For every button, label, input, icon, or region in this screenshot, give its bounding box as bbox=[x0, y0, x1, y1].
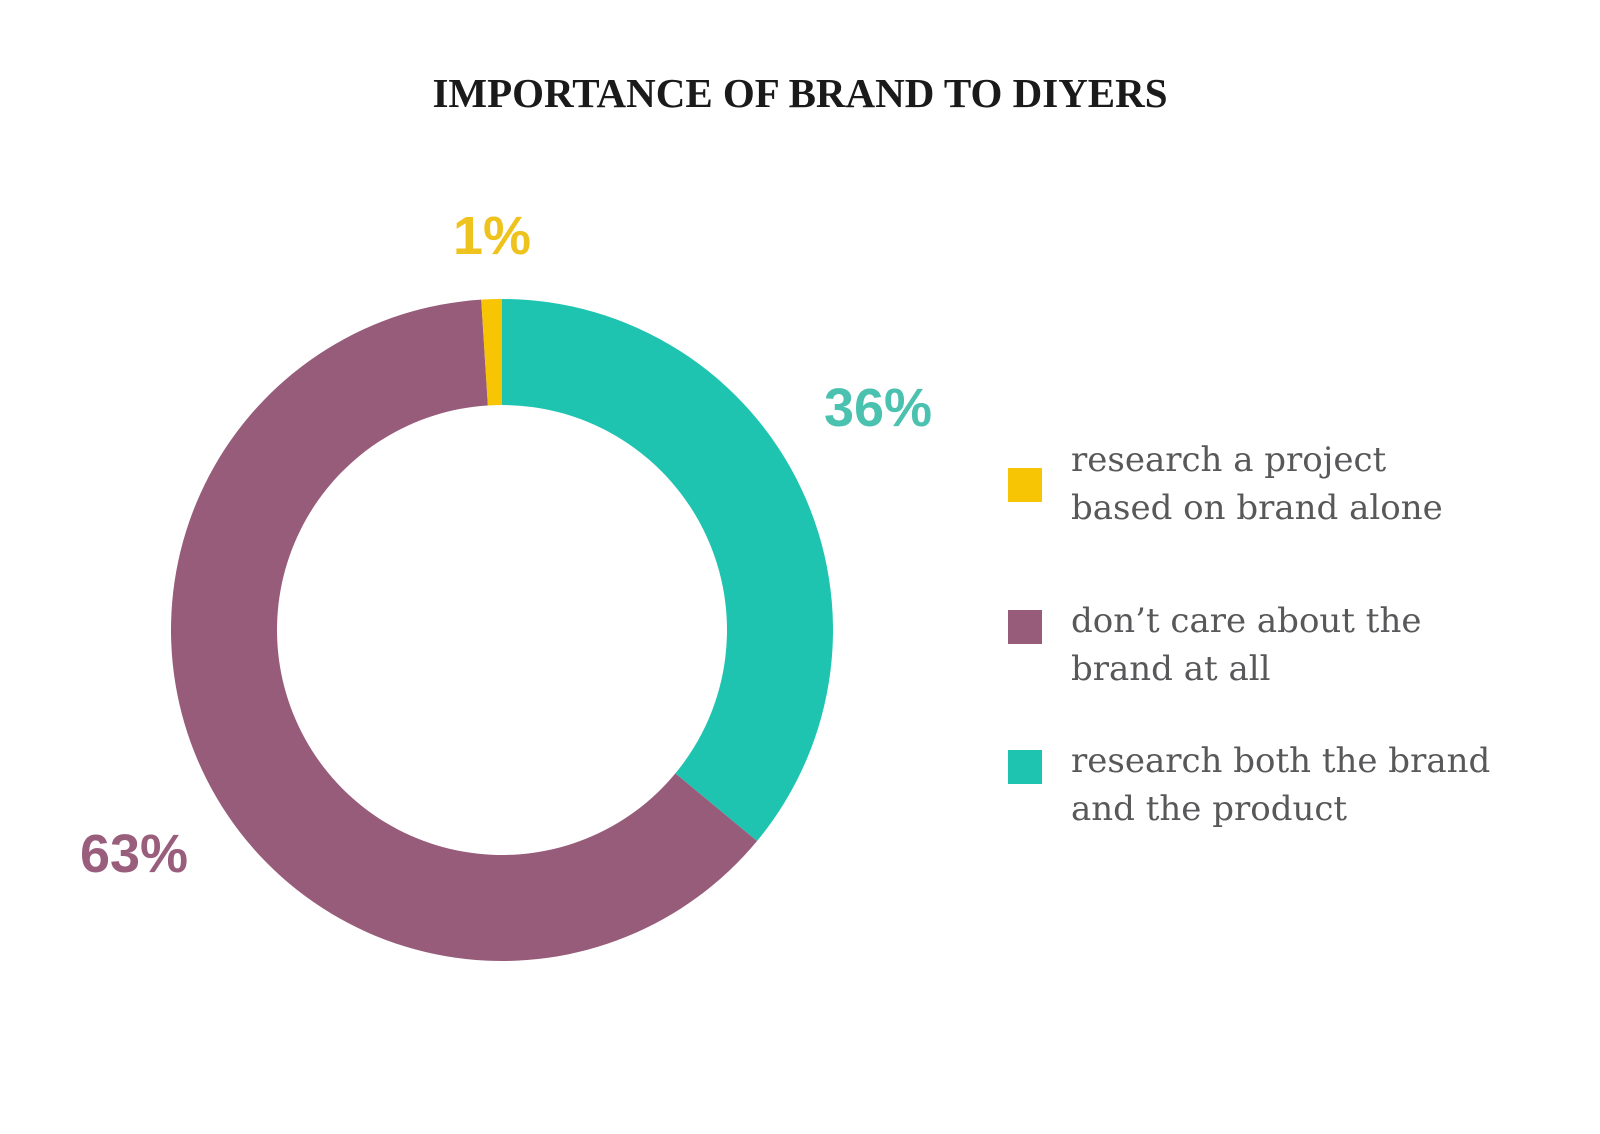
legend-label-dont-care: don’t care about the brand at all bbox=[1071, 597, 1421, 693]
legend-swatch-teal bbox=[1008, 750, 1042, 784]
legend-swatch-purple bbox=[1008, 610, 1042, 644]
legend-label-line: don’t care about the bbox=[1071, 601, 1422, 641]
legend-label-line: and the product bbox=[1071, 789, 1348, 829]
donut-chart-svg: research both the brand and the product … bbox=[171, 299, 833, 961]
legend-label-research-both: research both the brand and the product bbox=[1071, 737, 1490, 833]
donut-segment-1: don’t care about the brand at all — 63% bbox=[171, 299, 758, 961]
legend-label-line: research both the brand bbox=[1071, 741, 1491, 781]
segment-value-label-research-both: 36% bbox=[823, 378, 933, 438]
donut-segment-2: research both the brand and the product … bbox=[502, 299, 833, 841]
legend-item-dont-care: don’t care about the brand at all bbox=[1008, 597, 1421, 693]
donut-segment-0: research a project based on brand alone … bbox=[481, 299, 502, 406]
legend-label-brand-alone: research a project based on brand alone bbox=[1071, 436, 1443, 532]
legend-label-line: based on brand alone bbox=[1071, 488, 1443, 528]
segment-value-label-dont-care: 63% bbox=[79, 824, 189, 884]
legend-label-line: research a project bbox=[1071, 440, 1387, 480]
legend-item-brand-alone: research a project based on brand alone bbox=[1008, 436, 1443, 532]
chart-title: IMPORTANCE OF BRAND TO DIYERS bbox=[432, 70, 1168, 116]
legend-swatch-yellow bbox=[1008, 468, 1042, 502]
legend-label-line: brand at all bbox=[1071, 649, 1271, 689]
donut-chart: research both the brand and the product … bbox=[171, 299, 833, 961]
legend-item-research-both: research both the brand and the product bbox=[1008, 737, 1490, 833]
segment-value-label-brand-alone: 1% bbox=[452, 206, 532, 266]
